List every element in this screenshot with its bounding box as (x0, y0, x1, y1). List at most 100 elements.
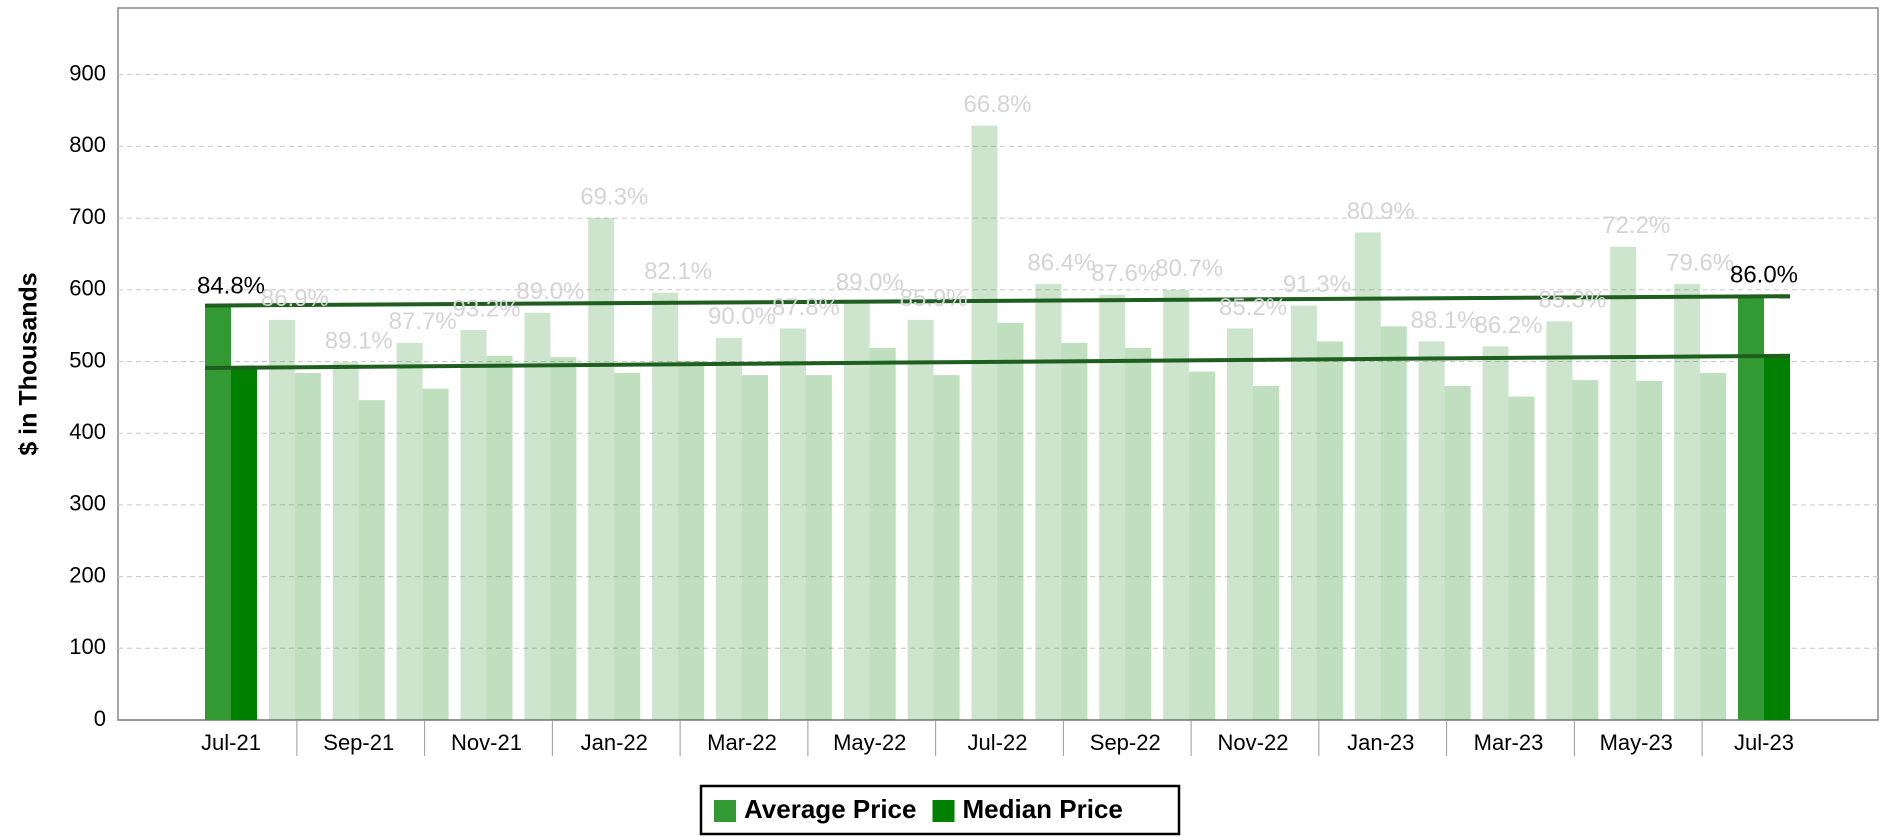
ratio-label: 82.1% (644, 258, 712, 285)
ratio-label: 80.7% (1155, 255, 1223, 282)
bar (997, 322, 1024, 720)
y-tick-label: 300 (69, 491, 106, 516)
ratio-label: 85.2% (1219, 294, 1287, 321)
bar (1380, 326, 1407, 720)
bar (1610, 246, 1637, 720)
bar (1700, 372, 1727, 720)
ratio-label: 91.3% (1283, 271, 1351, 298)
bar (1546, 321, 1573, 720)
bar (396, 342, 423, 720)
bar (588, 218, 615, 720)
x-tick-label: Sep-21 (323, 730, 394, 755)
y-tick-label: 400 (69, 419, 106, 444)
x-tick-label: Jul-21 (201, 730, 261, 755)
bar (1418, 341, 1445, 720)
ratio-label: 86.0% (1730, 262, 1798, 289)
bar (907, 319, 934, 720)
bar (652, 292, 679, 720)
bar (550, 357, 577, 720)
bar (1061, 342, 1088, 720)
legend-swatch (932, 800, 955, 822)
bar (1354, 232, 1381, 720)
trendline (204, 353, 1791, 370)
bar (1572, 380, 1599, 720)
bar (422, 388, 449, 720)
ratio-label: 88.1% (1411, 307, 1479, 334)
x-tick-label: Jul-23 (1734, 730, 1794, 755)
x-tick-label: Sep-22 (1090, 730, 1161, 755)
ratio-label: 90.0% (708, 303, 776, 330)
bar (805, 375, 832, 720)
bar (971, 125, 998, 721)
ratio-label: 72.2% (1602, 212, 1670, 239)
x-tick-label: May-22 (833, 730, 906, 755)
x-tick-label: Nov-22 (1218, 730, 1289, 755)
bar (294, 372, 321, 720)
bar (231, 367, 257, 720)
ratio-label: 89.0% (836, 269, 904, 296)
legend-label: Median Price (962, 794, 1122, 824)
bar (843, 303, 870, 720)
ratio-label: 86.9% (261, 285, 329, 312)
bar (779, 328, 806, 720)
x-tick-label: Jan-22 (581, 730, 648, 755)
y-tick-label: 700 (69, 204, 106, 229)
ratio-label: 69.3% (580, 183, 648, 210)
ratio-label: 87.6% (1091, 260, 1159, 287)
bar (1764, 355, 1790, 720)
y-tick-label: 0 (94, 706, 106, 731)
x-tick-label: Jul-22 (968, 730, 1028, 755)
ratio-label: 89.1% (325, 328, 393, 355)
bar (524, 312, 551, 720)
bar (460, 329, 487, 720)
ratio-label: 84.8% (197, 272, 265, 299)
ratio-label: 87.8% (772, 294, 840, 321)
y-tick-label: 200 (69, 562, 106, 587)
x-tick-label: Nov-21 (451, 730, 522, 755)
ratio-label: 93.2% (452, 295, 520, 322)
y-tick-label: 900 (69, 60, 106, 85)
ratio-label: 89.0% (516, 278, 584, 305)
bar (1253, 385, 1279, 720)
ratio-label: 87.7% (389, 308, 457, 335)
ratio-label: 80.9% (1347, 198, 1415, 225)
x-tick-label: Mar-23 (1474, 730, 1544, 755)
bar (933, 375, 960, 720)
bar (1636, 380, 1663, 720)
trendline (204, 294, 1791, 308)
ratio-label: 79.6% (1666, 249, 1734, 276)
y-axis-label: $ in Thousands (15, 272, 43, 455)
bar (1163, 289, 1190, 720)
bar (486, 355, 513, 720)
ratio-label: 86.2% (1474, 312, 1542, 339)
bar (1738, 296, 1764, 720)
bar (205, 306, 231, 720)
bar (742, 375, 768, 720)
bar (358, 400, 385, 720)
bar (1099, 294, 1126, 720)
bar (268, 319, 295, 720)
bar (1035, 284, 1062, 720)
bar (1290, 305, 1317, 720)
y-tick-label: 100 (69, 634, 106, 659)
x-tick-label: May-23 (1600, 730, 1673, 755)
bar (1482, 346, 1509, 720)
bar (1674, 284, 1701, 720)
y-tick-label: 500 (69, 347, 106, 372)
bar (332, 362, 359, 720)
bar (1444, 385, 1471, 720)
bar (869, 347, 896, 720)
bar (614, 372, 641, 720)
x-tick-label: Mar-22 (707, 730, 777, 755)
y-tick-label: 600 (69, 276, 106, 301)
bar (1227, 328, 1253, 720)
ratio-label: 85.3% (1538, 287, 1606, 314)
bar (1316, 341, 1343, 720)
ratio-label: 86.4% (1027, 249, 1095, 276)
bar (1189, 371, 1216, 720)
bar (1508, 396, 1535, 720)
ratio-label: 85.9% (900, 285, 968, 312)
bar (1125, 347, 1152, 720)
legend-swatch (714, 800, 736, 822)
